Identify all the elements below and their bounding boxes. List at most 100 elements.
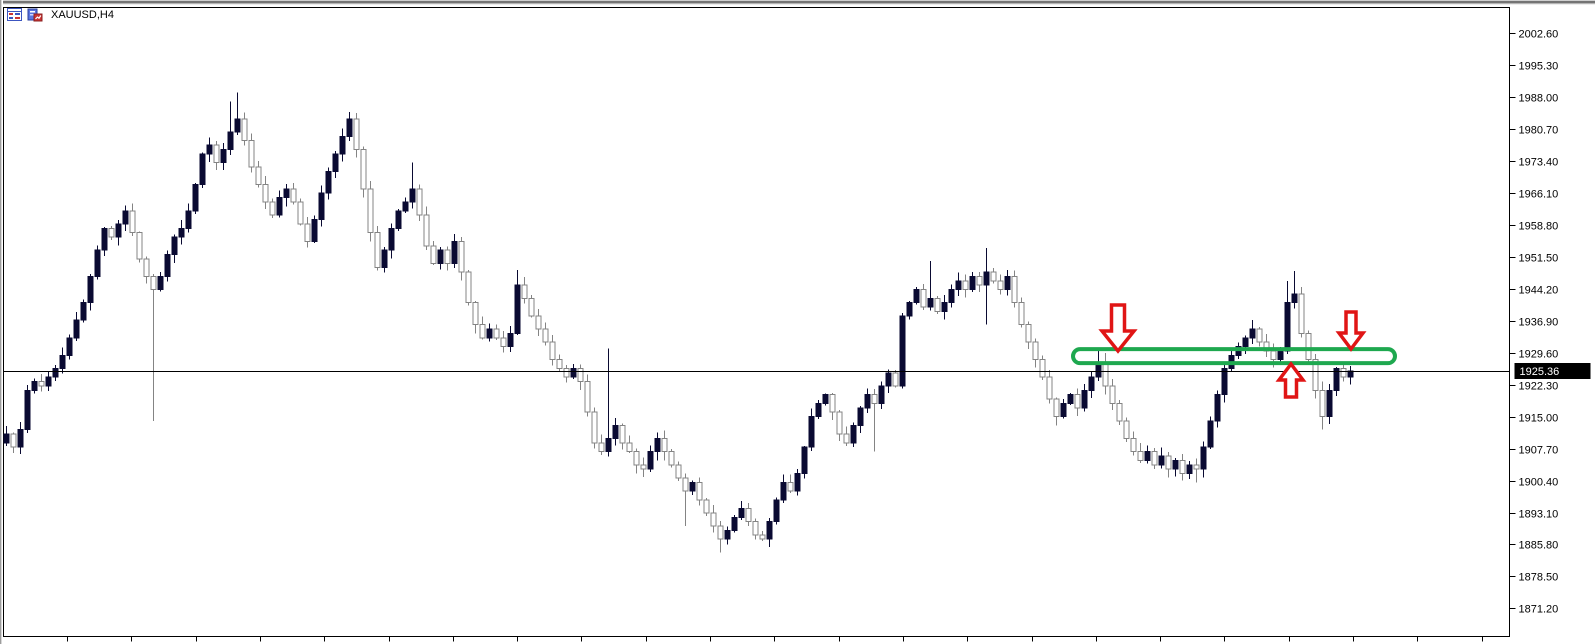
candle — [766, 517, 773, 547]
candle — [1298, 287, 1305, 338]
candle — [395, 208, 402, 232]
candle — [311, 215, 318, 243]
down-arrow-annotation[interactable] — [1335, 310, 1367, 352]
price-tick-label: 1973.40 — [1519, 157, 1559, 169]
candle — [290, 183, 297, 205]
current-price-label: 1925.36 — [1514, 363, 1591, 379]
chart-header: XAUUSD,H4 — [7, 8, 114, 22]
candle — [689, 480, 696, 495]
candle — [1186, 460, 1193, 479]
candle — [45, 371, 52, 391]
new-chart-icon[interactable] — [27, 8, 43, 22]
candle — [780, 474, 787, 504]
candle — [885, 369, 892, 393]
candle — [346, 112, 353, 142]
candle — [1200, 441, 1207, 478]
time-axis[interactable] — [67, 636, 1483, 642]
candle — [1137, 442, 1144, 463]
candle — [234, 92, 241, 135]
candle — [262, 176, 269, 209]
price-tick-label: 1885.80 — [1519, 540, 1559, 552]
candle — [73, 311, 80, 342]
support-zone-annotation[interactable] — [1071, 347, 1397, 366]
candle — [801, 445, 808, 479]
candles-layer — [3, 92, 1354, 553]
candle — [1004, 270, 1011, 296]
price-tick-label: 1871.20 — [1519, 604, 1559, 616]
down-arrow-annotation[interactable] — [1098, 303, 1138, 354]
candle — [423, 206, 430, 251]
candle — [1326, 383, 1333, 425]
candle — [1074, 388, 1081, 417]
candle — [528, 295, 535, 318]
candle — [143, 256, 150, 284]
candle — [367, 181, 374, 242]
candle — [1144, 445, 1151, 464]
price-axis[interactable]: 2002.60 1995.30 1988.00 1980.70 1973.40 1966.… — [1509, 29, 1559, 616]
candle — [1011, 270, 1018, 308]
candle — [304, 216, 311, 248]
candle — [899, 313, 906, 389]
candle — [1109, 378, 1116, 410]
candle — [1207, 416, 1214, 450]
candle — [1193, 458, 1200, 483]
candle — [668, 449, 675, 468]
candle — [1018, 297, 1025, 328]
candle — [633, 448, 640, 474]
candle — [605, 348, 612, 457]
price-tick-label: 1944.20 — [1519, 285, 1559, 297]
candle — [969, 272, 976, 292]
candle — [332, 151, 339, 178]
candle — [479, 316, 486, 340]
price-tick-label: 1988.00 — [1519, 93, 1559, 105]
candle — [836, 410, 843, 441]
candle — [913, 287, 920, 305]
candle — [619, 423, 626, 450]
candle — [591, 407, 598, 449]
symbol-list-icon[interactable] — [7, 8, 23, 22]
up-arrow-annotation[interactable] — [1275, 361, 1307, 399]
window-top-edge — [0, 0, 1595, 5]
candle — [507, 325, 514, 352]
candle — [759, 530, 766, 542]
candle — [206, 137, 213, 162]
price-tick-label: 1893.10 — [1519, 509, 1559, 521]
candle — [696, 477, 703, 506]
candle — [493, 324, 500, 340]
candle — [1249, 320, 1256, 345]
candle — [577, 364, 584, 390]
candle — [150, 274, 157, 421]
candle — [409, 162, 416, 209]
candle — [416, 184, 423, 221]
candle — [178, 220, 185, 245]
price-tick-label: 1958.80 — [1519, 221, 1559, 233]
candle — [1025, 321, 1032, 349]
candle — [10, 432, 17, 453]
candle — [752, 518, 759, 540]
candle — [108, 226, 115, 241]
candle — [1165, 451, 1172, 478]
candle — [822, 393, 829, 406]
candle — [1088, 372, 1095, 399]
candle — [584, 374, 591, 417]
candle — [353, 112, 360, 158]
candle — [458, 236, 465, 281]
candle — [640, 457, 647, 477]
candle — [1116, 399, 1123, 426]
candle — [136, 231, 143, 263]
candle — [976, 271, 983, 292]
candle — [941, 295, 948, 320]
candle — [703, 497, 710, 517]
price-tick-label: 1995.30 — [1519, 61, 1559, 73]
candle — [1039, 355, 1046, 380]
candle — [535, 308, 542, 337]
candle — [731, 514, 738, 533]
price-tick-label: 1966.10 — [1519, 189, 1559, 201]
candle — [199, 152, 206, 189]
price-tick-label: 1936.90 — [1519, 317, 1559, 329]
candle — [38, 374, 45, 392]
candle — [129, 203, 136, 237]
candle — [486, 323, 493, 342]
